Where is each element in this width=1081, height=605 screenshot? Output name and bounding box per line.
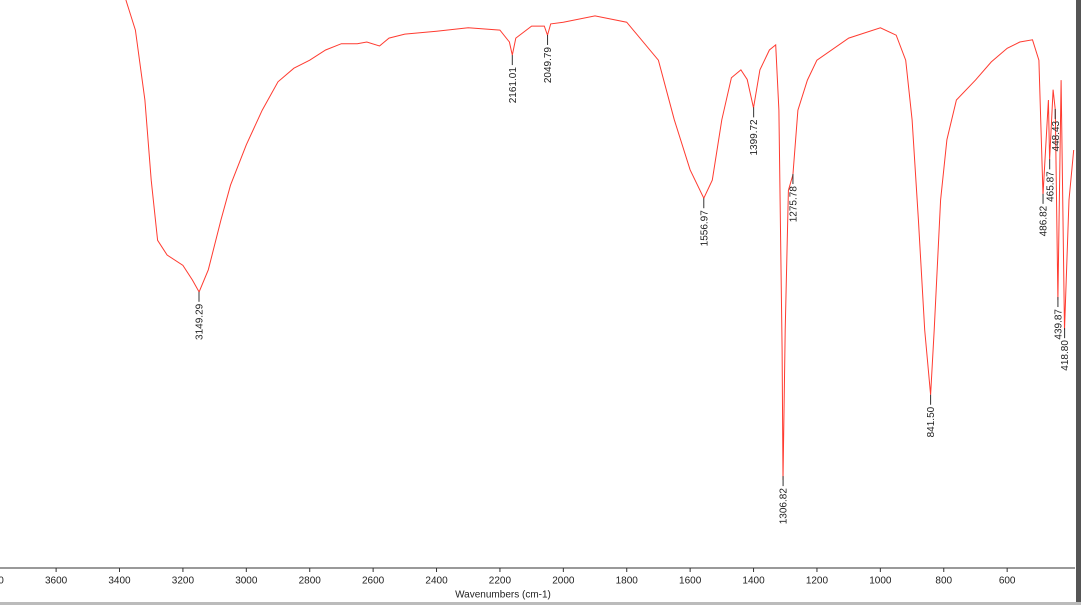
x-tick-label: 2000 — [552, 576, 575, 587]
peak-label: 486.82 — [1039, 205, 1050, 236]
peak-label: 1556.97 — [699, 210, 710, 247]
x-tick-label: 1200 — [806, 576, 829, 587]
x-tick-label: 1800 — [616, 576, 639, 587]
peak-label: 2161.01 — [508, 67, 519, 104]
x-tick-label: 2800 — [299, 576, 322, 587]
spectrum-line — [125, 0, 1075, 481]
x-tick-label: 2600 — [362, 576, 385, 587]
window-edge — [0, 602, 1081, 605]
x-tick-label: 3000 — [235, 576, 258, 587]
x-tick-label: 1000 — [869, 576, 892, 587]
x-tick-label: 3600 — [45, 576, 68, 587]
peak-label: 1275.78 — [789, 186, 800, 223]
peak-label: 439.87 — [1054, 309, 1065, 340]
peak-label: 1399.72 — [749, 119, 760, 156]
peak-label: 2049.79 — [543, 47, 554, 84]
x-tick-label: 2200 — [489, 576, 512, 587]
peak-label: 841.50 — [926, 406, 937, 437]
x-tick-label: 2400 — [425, 576, 448, 587]
x-tick-label: 600 — [999, 576, 1016, 587]
x-tick-label: 800 — [935, 576, 952, 587]
peak-label: 448.43 — [1051, 120, 1062, 151]
x-tick-label: 1400 — [742, 576, 765, 587]
x-axis-label: Wavenumbers (cm-1) — [455, 590, 551, 601]
peak-label: 465.87 — [1045, 171, 1056, 202]
x-tick-label: 1600 — [679, 576, 702, 587]
peak-label: 1306.82 — [779, 488, 790, 525]
x-tick-label: 3800 — [0, 576, 4, 587]
peak-label: 3149.29 — [195, 303, 206, 340]
window-edge — [1076, 0, 1081, 605]
x-tick-label: 3400 — [108, 576, 131, 587]
peak-label: 418.80 — [1060, 340, 1071, 371]
x-tick-label: 3200 — [172, 576, 195, 587]
